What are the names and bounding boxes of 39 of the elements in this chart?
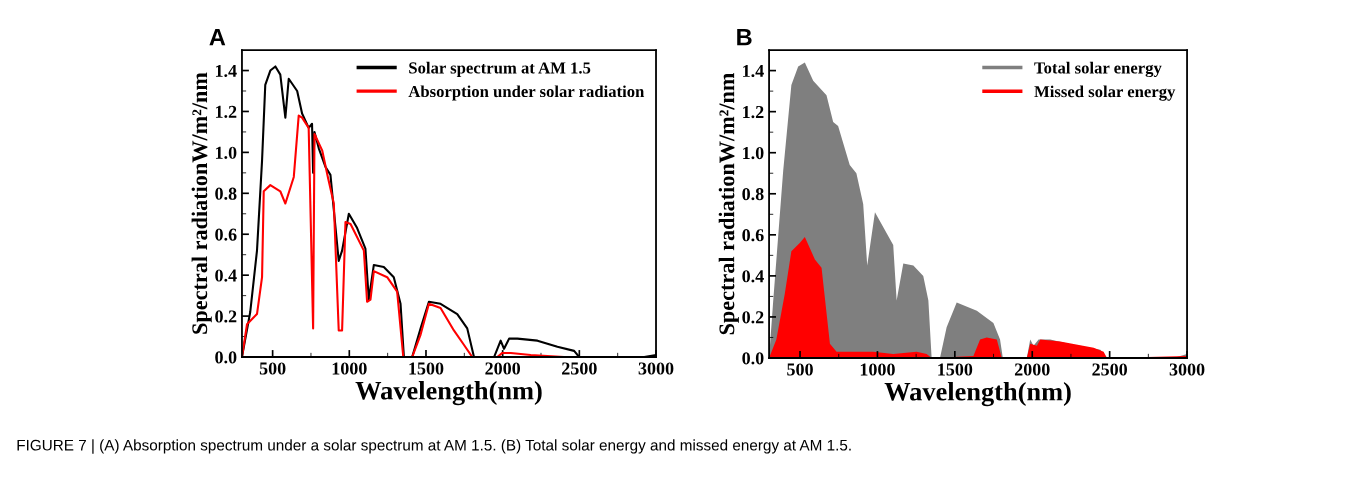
y-tick-label: 1.0 [215, 146, 237, 159]
x-tick-label: 2500 [562, 362, 597, 375]
legend-label: Absorption under solar radiation [408, 85, 645, 101]
legend-label: Missed solar energy [1034, 85, 1176, 101]
x-tick-label: 1000 [860, 363, 895, 376]
y-tick-label: 0.2 [215, 310, 237, 323]
x-tick-label: 500 [259, 362, 286, 375]
y-tick-label: 0.8 [742, 188, 764, 201]
chart-title: A [209, 28, 226, 46]
y-tick-label: 0.8 [215, 187, 237, 200]
x-tick-label: 3000 [1169, 363, 1205, 376]
x-tick-label: 2000 [1014, 363, 1050, 376]
chart-title: B [737, 28, 752, 46]
x-axis-title: Wavelength(nm) [884, 382, 1071, 407]
x-tick-label: 1500 [409, 362, 444, 375]
x-tick-label: 2500 [1092, 363, 1128, 376]
legend-label: Total solar energy [1034, 61, 1162, 78]
y-tick-label: 0.4 [742, 270, 764, 283]
y-axis-title: Spectral radiationW/m²/nm [191, 72, 212, 334]
y-tick-label: 0.0 [742, 352, 764, 365]
y-tick-label: 0.0 [215, 351, 237, 364]
x-tick-label: 500 [787, 363, 813, 376]
y-tick-label: 1.4 [215, 64, 237, 78]
y-axis-title: Spectral radiationW/m²/nm [718, 73, 739, 335]
y-tick-label: 1.2 [743, 105, 764, 119]
y-tick-label: 0.6 [742, 229, 764, 242]
caption: FIGURE 7 | (A) Absorption spectrum under a solar spectrum at AM 1.5. (B) Total solar energy and missed energy at AM 1.5. [17, 439, 851, 454]
y-tick-label: 0.4 [215, 269, 237, 282]
y-tick-label: 0.2 [742, 311, 764, 324]
x-tick-label: 2000 [485, 362, 521, 375]
y-tick-label: 1.2 [215, 105, 237, 118]
x-tick-label: 1000 [332, 362, 367, 375]
y-tick-label: 1.0 [743, 146, 764, 160]
x-axis-title: Wavelength(nm) [355, 381, 542, 406]
y-tick-label: 1.4 [743, 64, 764, 78]
legend-label: Solar spectrum at AM 1.5 [409, 61, 591, 77]
y-tick-label: 0.6 [215, 228, 237, 241]
x-tick-label: 3000 [638, 362, 674, 375]
x-tick-label: 1500 [938, 363, 973, 376]
